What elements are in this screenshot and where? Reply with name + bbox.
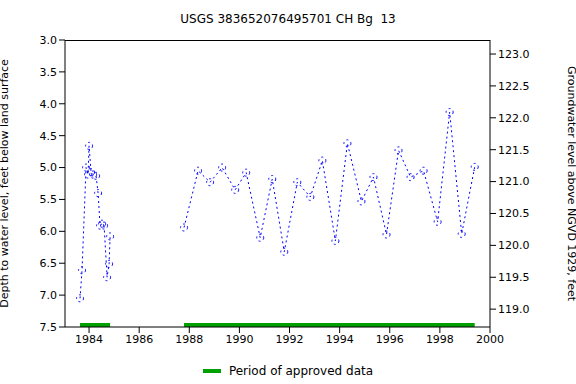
svg-text:121.5: 121.5 (498, 144, 530, 157)
svg-text:5.0: 5.0 (40, 161, 58, 174)
svg-text:1988: 1988 (175, 333, 203, 346)
svg-text:7.5: 7.5 (40, 321, 58, 334)
svg-text:120.0: 120.0 (498, 239, 530, 252)
svg-text:4.5: 4.5 (40, 130, 58, 143)
svg-text:119.0: 119.0 (498, 303, 530, 316)
svg-text:1986: 1986 (125, 333, 153, 346)
svg-text:3.0: 3.0 (40, 34, 58, 47)
html-text:Period of approved data: Period of approved data (228, 364, 374, 378)
svg-text:123.0: 123.0 (498, 48, 530, 61)
svg-text:1996: 1996 (376, 333, 404, 346)
svg-text:4.0: 4.0 (40, 98, 58, 111)
html-text:USGS 383652076495701 CH Bg 13: USGS 383652076495701 CH Bg 13 (180, 12, 396, 26)
svg-text:1994: 1994 (326, 333, 354, 346)
svg-text:1992: 1992 (276, 333, 304, 346)
svg-text:5.5: 5.5 (40, 193, 58, 206)
svg-text:120.5: 120.5 (498, 207, 530, 220)
svg-text:1998: 1998 (426, 333, 454, 346)
svg-text:7.0: 7.0 (40, 289, 58, 302)
svg-text:Groundwater level above NGVD 1: Groundwater level above NGVD 1929, feet (565, 66, 568, 302)
svg-text:119.5: 119.5 (498, 271, 530, 284)
svg-text:2000: 2000 (476, 333, 504, 346)
svg-text:121.0: 121.0 (498, 175, 530, 188)
svg-text:6.5: 6.5 (40, 257, 58, 270)
svg-text:3.5: 3.5 (40, 66, 58, 79)
svg-text:122.0: 122.0 (498, 112, 530, 125)
svg-text:Depth to water level, feet bel: Depth to water level, feet below land su… (8, 59, 11, 308)
svg-text:122.5: 122.5 (498, 80, 530, 93)
svg-text:6.0: 6.0 (40, 225, 58, 238)
svg-text:1984: 1984 (75, 333, 103, 346)
svg-text:1990: 1990 (225, 333, 253, 346)
